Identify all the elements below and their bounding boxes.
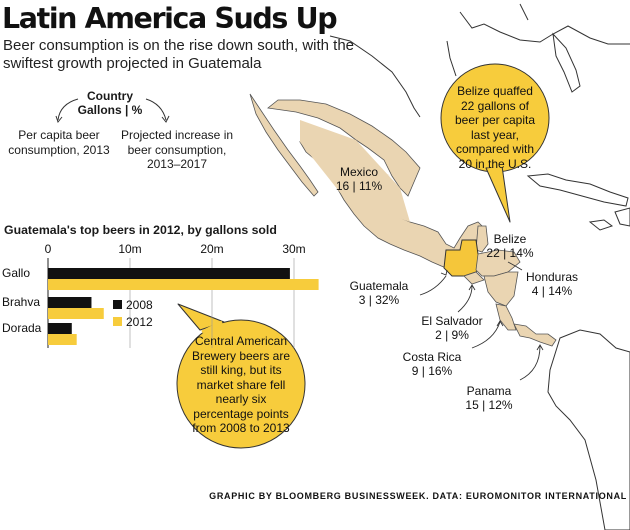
legend-key-title: Country Gallons | % xyxy=(62,89,158,117)
country-label-costa-rica: Costa Rica 9 | 16% xyxy=(394,350,470,378)
us-river xyxy=(519,3,529,21)
mexico-fill-core xyxy=(300,120,410,222)
country-label-mexico: Mexico 16 | 11% xyxy=(329,165,389,193)
country-name: Honduras xyxy=(525,270,579,284)
country-stats: 9 | 16% xyxy=(411,364,453,378)
chart-tick-labels: 0 10m 20m 30m xyxy=(45,242,306,256)
country-stats: 2 | 9% xyxy=(435,328,469,342)
legend-label-2008: 2008 xyxy=(126,298,153,312)
arrowhead-costa-rica xyxy=(496,320,504,327)
country-name: Mexico xyxy=(339,165,378,179)
country-label-honduras: Honduras 4 | 14% xyxy=(518,270,586,298)
country-stats: 15 | 12% xyxy=(465,398,513,412)
legend-arrow-right xyxy=(145,98,167,121)
country-label-guatemala: Guatemala 3 | 32% xyxy=(341,279,417,307)
hispaniola xyxy=(614,207,630,227)
category-label-gallo: Gallo xyxy=(2,266,30,280)
legend-key-left: Per capita beer consumption, 2013 xyxy=(8,128,110,157)
arrowhead-guatemala xyxy=(440,269,448,276)
arrowhead-el-salvador xyxy=(468,284,476,291)
bar-brahva-2008 xyxy=(48,297,92,308)
legend-swatch-2008 xyxy=(113,300,122,309)
x-tick-label: 10m xyxy=(118,242,141,256)
legend-arrow-left xyxy=(57,98,79,121)
leader-costa-rica xyxy=(471,321,501,349)
cuba xyxy=(526,173,629,207)
country-name: Guatemala xyxy=(349,279,409,293)
us-border-line xyxy=(446,40,457,77)
map-outlines xyxy=(329,3,630,530)
chart-title: Guatemala's top beers in 2012, by gallon… xyxy=(4,223,277,237)
x-tick-label: 20m xyxy=(200,242,223,256)
legend-arrows xyxy=(55,98,170,124)
x-tick-label: 30m xyxy=(282,242,305,256)
mexico-north-shape xyxy=(267,99,421,197)
panama-shape xyxy=(513,323,557,347)
bar-dorada-2012 xyxy=(48,334,77,345)
bar-gallo-2012 xyxy=(48,279,319,290)
belize-callout-text: Belize quaffed 22 gallons of beer per ca… xyxy=(454,84,536,171)
country-stats: 16 | 11% xyxy=(335,179,383,193)
bar-brahva-2012 xyxy=(48,308,104,319)
legend-swatch-2012 xyxy=(113,317,122,326)
bar-gallo-2008 xyxy=(48,268,290,279)
chart-legend: 2008 2012 xyxy=(113,298,153,329)
chart-category-labels: Gallo Brahva Dorada xyxy=(2,266,42,335)
baja-california-shape xyxy=(249,93,319,197)
country-name: Costa Rica xyxy=(402,350,462,364)
south-america xyxy=(547,329,630,530)
legend-key-title-text: Country Gallons | % xyxy=(77,89,143,117)
leader-honduras xyxy=(507,261,523,271)
country-label-belize: Belize 22 | 14% xyxy=(478,232,542,260)
costa-rica-shape xyxy=(495,303,517,331)
belize-callout-bubble xyxy=(440,63,550,223)
country-name: Panama xyxy=(466,384,512,398)
source-credit: GRAPHIC BY BLOOMBERG BUSINESSWEEK. DATA:… xyxy=(209,491,627,501)
country-name: El Salvador xyxy=(421,314,483,328)
country-stats: 22 | 14% xyxy=(486,246,534,260)
legend-key-right: Projected increase in beer consumption, … xyxy=(120,128,234,171)
country-label-panama: Panama 15 | 12% xyxy=(454,384,524,412)
category-label-brahva: Brahva xyxy=(2,295,40,309)
country-name: Belize xyxy=(493,232,527,246)
chart-bars xyxy=(48,268,319,345)
us-gulf-coast xyxy=(459,11,630,45)
leader-panama xyxy=(519,345,541,381)
arrowhead-panama xyxy=(536,344,544,351)
leader-el-salvador xyxy=(457,285,473,313)
legend-label-2012: 2012 xyxy=(126,315,153,329)
country-stats: 3 | 32% xyxy=(358,293,400,307)
bar-dorada-2008 xyxy=(48,323,72,334)
el-salvador-shape xyxy=(463,271,485,285)
leader-guatemala xyxy=(419,275,447,296)
x-tick-label: 0 xyxy=(45,242,52,256)
page-title: Latin America Suds Up xyxy=(2,2,338,35)
category-label-dorada: Dorada xyxy=(2,321,42,335)
nicaragua-shape xyxy=(483,271,519,307)
country-stats: 4 | 14% xyxy=(531,284,573,298)
cab-callout-text: Central American Brewery beers are still… xyxy=(191,334,291,435)
us-coast-west xyxy=(329,35,421,118)
legend-arrowhead-left xyxy=(55,115,63,124)
country-label-el-salvador: El Salvador 2 | 9% xyxy=(412,314,492,342)
florida xyxy=(552,32,581,93)
leader-lines xyxy=(419,261,544,381)
jamaica xyxy=(588,219,614,231)
page-subtitle: Beer consumption is on the rise down sou… xyxy=(3,37,355,72)
legend-arrowhead-right xyxy=(161,115,170,123)
